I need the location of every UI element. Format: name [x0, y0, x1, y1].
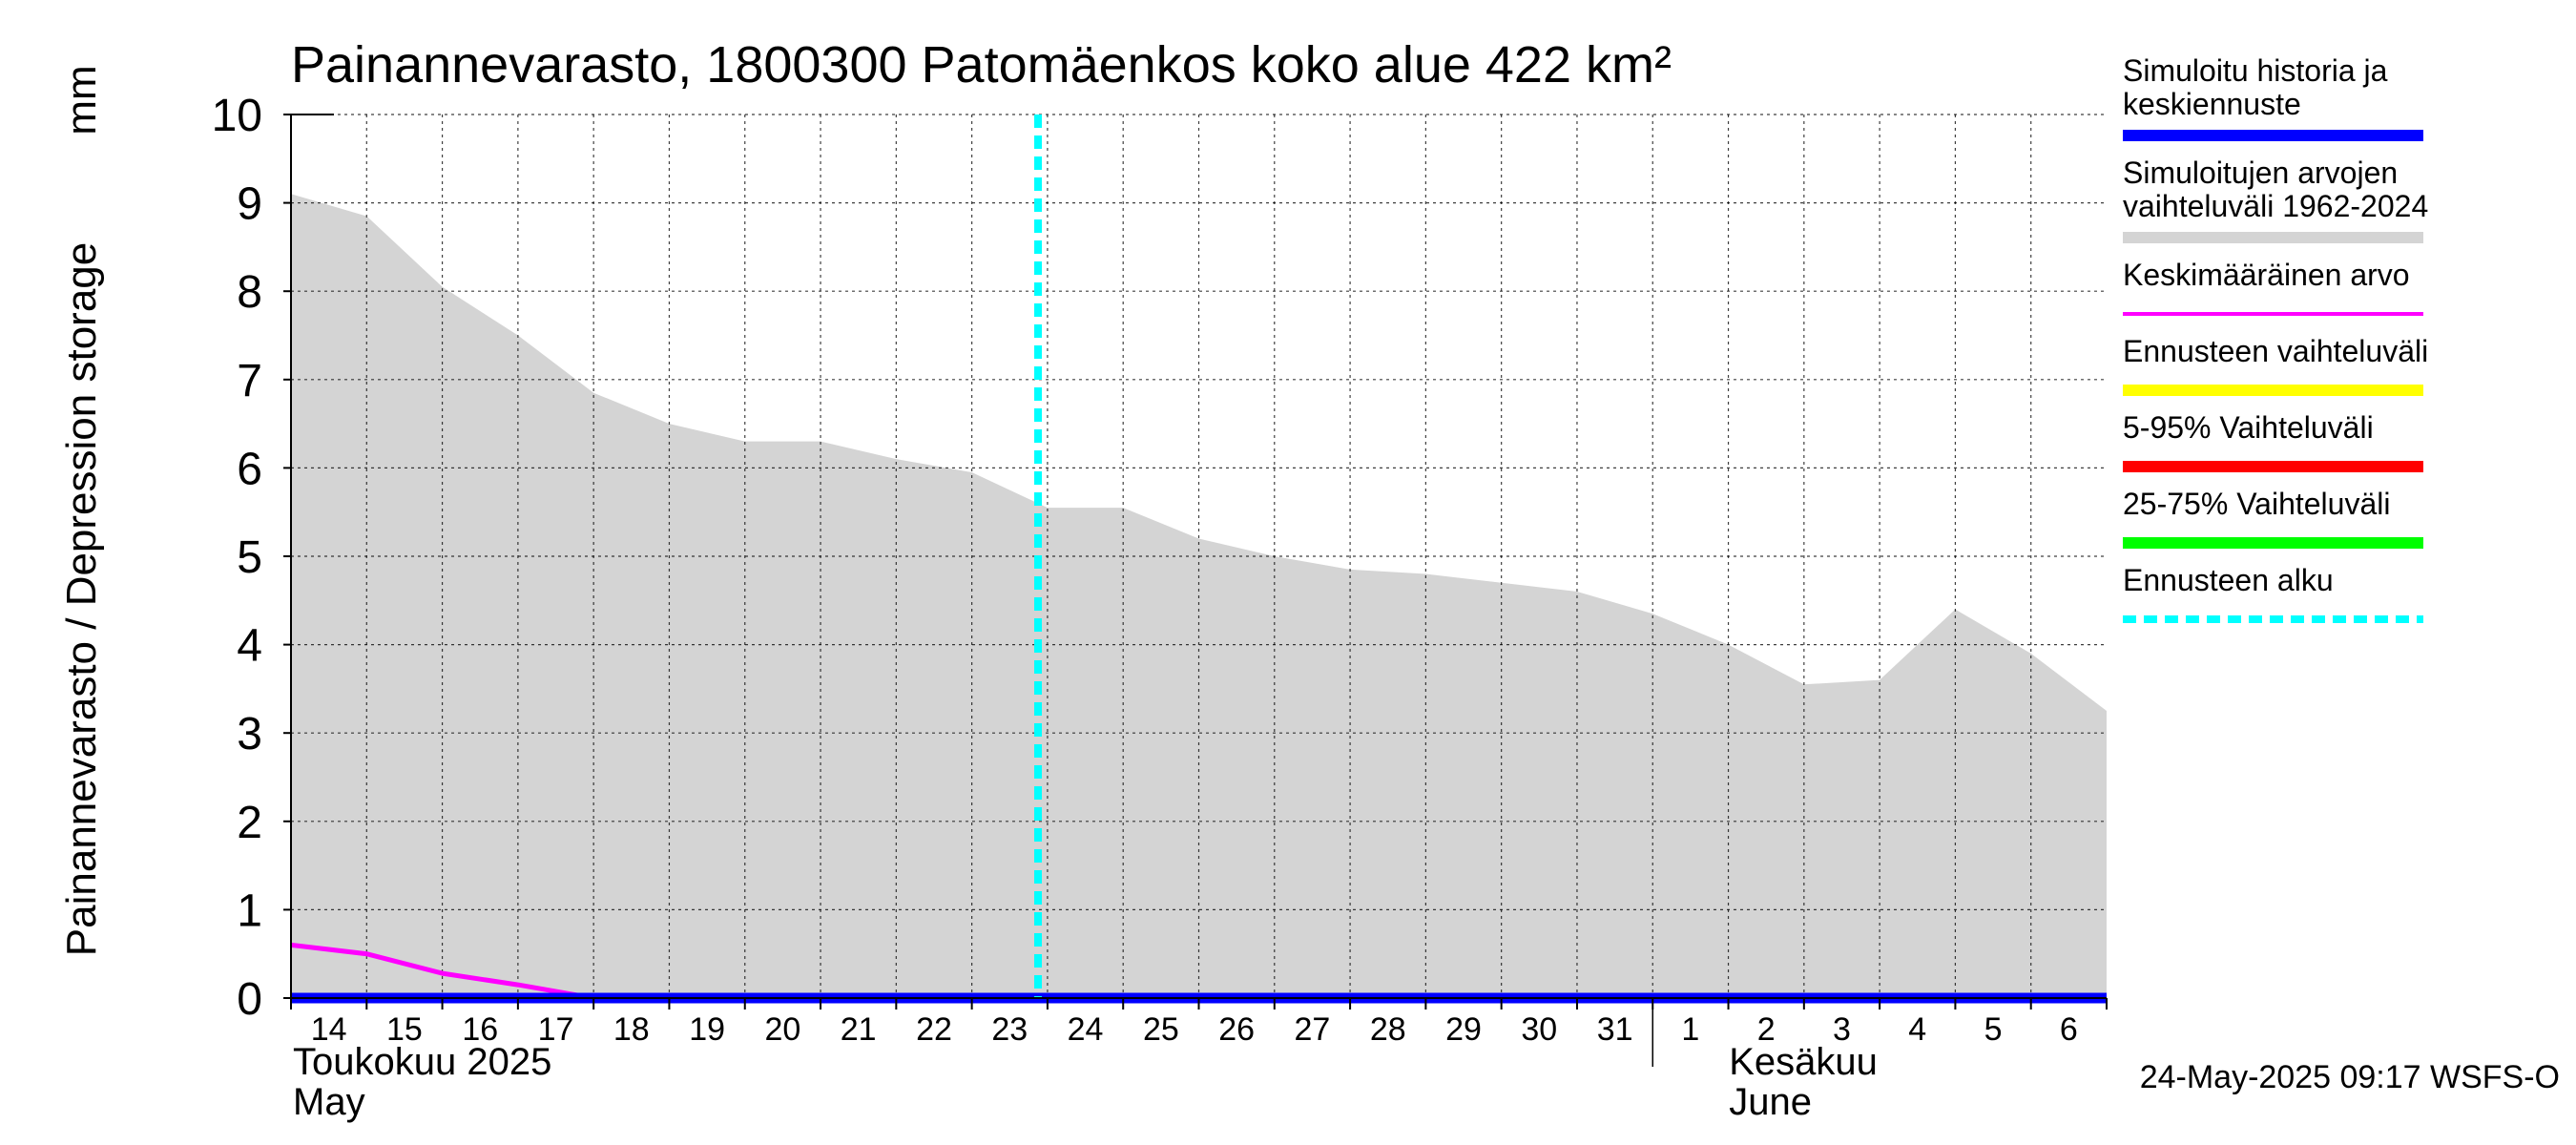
legend-item: 25-75% Vaihteluväli — [2123, 487, 2423, 549]
month-label-fi: Toukokuu 2025 — [293, 1041, 551, 1083]
legend-item-label: Simuloitujen arvojen — [2123, 156, 2398, 190]
chart-title: Painannevarasto, 1800300 Patomäenkos kok… — [291, 36, 1672, 94]
x-tick-label: 6 — [2060, 1011, 2078, 1048]
y-tick-label: 5 — [237, 532, 262, 583]
y-tick-label: 4 — [237, 621, 262, 672]
plot-area — [290, 114, 2107, 1004]
x-tick-label: 21 — [841, 1011, 877, 1048]
x-tick-label: 19 — [689, 1011, 725, 1048]
legend-item: Keskimääräinen arvo — [2123, 258, 2423, 316]
x-tick-label: 29 — [1445, 1011, 1482, 1048]
legend-item-label: Simuloitu historia ja — [2123, 53, 2388, 88]
x-tick-label: 24 — [1068, 1011, 1104, 1048]
y-tick-label: 2 — [237, 798, 262, 848]
legend-item: Ennusteen vaihteluväli — [2123, 334, 2428, 396]
y-tick-label: 0 — [237, 974, 262, 1025]
y-axis-unit: mm — [58, 65, 105, 135]
x-tick-label: 2 — [1757, 1011, 1776, 1048]
legend-item-label: 5-95% Vaihteluväli — [2123, 410, 2374, 445]
x-tick-label: 20 — [764, 1011, 800, 1048]
x-tick-label: 26 — [1218, 1011, 1255, 1048]
x-tick-label: 4 — [1908, 1011, 1926, 1048]
legend-item-label: Ennusteen alku — [2123, 563, 2334, 597]
legend-item-label-line2: vaihteluväli 1962-2024 — [2123, 189, 2428, 223]
x-tick-label: 16 — [462, 1011, 498, 1048]
y-axis-label: Painannevarasto / Depression storage — [58, 242, 105, 956]
legend: Simuloitu historia jakeskiennusteSimuloi… — [2123, 53, 2428, 623]
x-tick-label: 25 — [1143, 1011, 1179, 1048]
x-tick-label: 3 — [1833, 1011, 1851, 1048]
y-tick-label: 10 — [212, 91, 262, 141]
x-tick-label: 28 — [1370, 1011, 1406, 1048]
y-tick-label: 6 — [237, 444, 262, 494]
y-tick-label: 8 — [237, 267, 262, 318]
x-tick-label: 31 — [1597, 1011, 1633, 1048]
x-tick-label: 22 — [916, 1011, 952, 1048]
month-label-en: June — [1729, 1081, 1812, 1123]
x-tick-label: 27 — [1295, 1011, 1331, 1048]
y-tick-label: 7 — [237, 356, 262, 406]
x-tick-label: 18 — [613, 1011, 650, 1048]
x-tick-label: 23 — [991, 1011, 1028, 1048]
x-tick-label: 14 — [311, 1011, 347, 1048]
y-tick-label: 3 — [237, 709, 262, 760]
x-tick-label: 17 — [538, 1011, 574, 1048]
y-tick-label: 9 — [237, 179, 262, 230]
x-tick-label: 1 — [1681, 1011, 1699, 1048]
x-tick-label: 5 — [1984, 1011, 2003, 1048]
month-label-fi: Kesäkuu — [1729, 1041, 1878, 1083]
month-label-en: May — [293, 1081, 365, 1123]
legend-item-label: Ennusteen vaihteluväli — [2123, 334, 2428, 368]
legend-item-label-line2: keskiennuste — [2123, 87, 2301, 121]
legend-item-label: 25-75% Vaihteluväli — [2123, 487, 2390, 521]
y-tick-label: 1 — [237, 885, 262, 936]
x-tick-label: 15 — [386, 1011, 423, 1048]
x-tick-label: 30 — [1521, 1011, 1557, 1048]
legend-item-label: Keskimääräinen arvo — [2123, 258, 2410, 292]
legend-item: Ennusteen alku — [2123, 563, 2423, 623]
timestamp: 24-May-2025 09:17 WSFS-O — [2140, 1059, 2560, 1095]
legend-item: 5-95% Vaihteluväli — [2123, 410, 2423, 472]
